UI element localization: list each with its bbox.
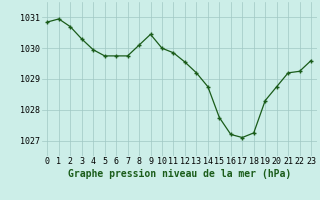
X-axis label: Graphe pression niveau de la mer (hPa): Graphe pression niveau de la mer (hPa)	[68, 169, 291, 179]
